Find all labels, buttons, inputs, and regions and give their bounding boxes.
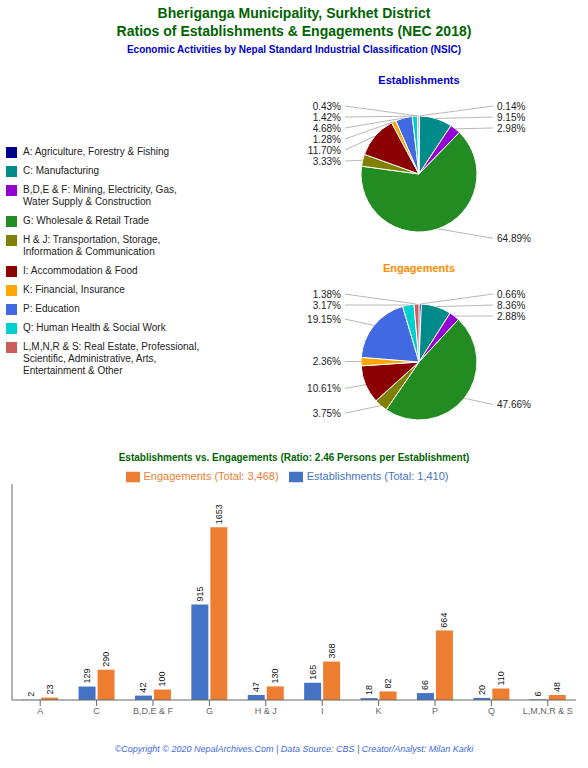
svg-text:1.28%: 1.28%: [313, 134, 341, 145]
html-text:Bheriganga Municipality, Surkh: Bheriganga Municipality, Surkhet Distric…: [116, 5, 472, 39]
svg-text:2: 2: [26, 692, 36, 697]
svg-text:4.68%: 4.68%: [313, 123, 341, 134]
svg-text:2.88%: 2.88%: [497, 311, 525, 322]
svg-text:48: 48: [552, 682, 562, 692]
html-text:P: Education: P: Education: [23, 302, 80, 314]
svg-text:129: 129: [82, 668, 92, 683]
svg-text:368: 368: [327, 644, 337, 659]
svg-text:0.14%: 0.14%: [497, 101, 525, 112]
svg-text:3.17%: 3.17%: [313, 300, 341, 311]
svg-text:2.36%: 2.36%: [313, 356, 341, 367]
svg-text:47.66%: 47.66%: [497, 399, 531, 410]
svg-text:130: 130: [270, 668, 280, 683]
html-text:B,D,E & F: Mining, Electricity: B,D,E & F: Mining, Electricity, Gas, Wat…: [23, 183, 177, 207]
svg-text:1653: 1653: [214, 504, 224, 524]
svg-text:2.98%: 2.98%: [497, 123, 525, 134]
svg-text:18: 18: [364, 685, 374, 695]
svg-text:I: I: [321, 706, 324, 716]
svg-text:G: G: [206, 706, 213, 716]
svg-text:100: 100: [157, 672, 167, 687]
svg-text:1.42%: 1.42%: [313, 112, 341, 123]
svg-text:42: 42: [138, 683, 148, 693]
svg-text:19.15%: 19.15%: [307, 314, 341, 325]
svg-text:6: 6: [533, 691, 543, 696]
svg-text:A: A: [37, 706, 43, 716]
html-text:©Copyright © 2020 NepalArchive: ©Copyright © 2020 NepalArchives.Com | Da…: [114, 744, 474, 754]
svg-text:664: 664: [439, 613, 449, 628]
svg-text:1.38%: 1.38%: [313, 289, 341, 300]
svg-text:H & J: H & J: [255, 706, 277, 716]
html-text:Engagements: Engagements: [382, 262, 456, 274]
svg-text:9.15%: 9.15%: [497, 112, 525, 123]
svg-text:0.43%: 0.43%: [313, 101, 341, 112]
svg-text:3.75%: 3.75%: [313, 408, 341, 419]
svg-text:10.61%: 10.61%: [307, 383, 341, 394]
html-text:Q: Human Health & Social Work: Q: Human Health & Social Work: [23, 321, 166, 333]
svg-text:23: 23: [45, 685, 55, 695]
svg-text:C: C: [93, 706, 100, 716]
svg-text:165: 165: [308, 665, 318, 680]
svg-text:Q: Q: [488, 706, 495, 716]
html-text:Establishments: Establishments: [378, 74, 460, 86]
html-text:Engagements (Total: 3,468): Engagements (Total: 3,468): [143, 470, 279, 482]
svg-text:K: K: [376, 706, 382, 716]
svg-text:290: 290: [101, 652, 111, 667]
html-text:Economic Activities by Nepal S: Economic Activities by Nepal Standard In…: [126, 44, 462, 55]
svg-text:11.70%: 11.70%: [308, 145, 341, 156]
html-text:C: Manufacturing: C: Manufacturing: [23, 164, 100, 176]
svg-text:47: 47: [251, 682, 261, 692]
html-text:I: Accommodation & Food: I: Accommodation & Food: [23, 264, 138, 276]
html-text:K: Financial, Insurance: K: Financial, Insurance: [23, 283, 125, 295]
svg-text:64.89%: 64.89%: [497, 233, 531, 244]
svg-text:66: 66: [420, 680, 430, 690]
svg-text:L,M,N,R & S: L,M,N,R & S: [523, 706, 573, 716]
html-text:Establishments (Total: 1,410): Establishments (Total: 1,410): [306, 470, 449, 482]
svg-text:3.33%: 3.33%: [313, 156, 341, 167]
html-text:L,M,N,R & S: Real Estate, Prof: L,M,N,R & S: Real Estate, Professional, …: [23, 340, 200, 376]
svg-text:P: P: [432, 706, 438, 716]
svg-text:B,D,E & F: B,D,E & F: [133, 706, 174, 716]
svg-text:8.36%: 8.36%: [497, 300, 525, 311]
svg-text:0.66%: 0.66%: [497, 289, 525, 300]
html-text:A: Agriculture, Forestry & Fis: A: Agriculture, Forestry & Fishing: [23, 145, 170, 157]
html-text:H & J: Transportation, Storage: H & J: Transportation, Storage, Informat…: [23, 233, 161, 257]
html-text:Establishments vs. Engagements: Establishments vs. Engagements (Ratio: 2…: [118, 452, 470, 463]
svg-text:82: 82: [383, 678, 393, 688]
svg-text:915: 915: [195, 586, 205, 601]
html-text:G: Wholesale & Retail Trade: G: Wholesale & Retail Trade: [23, 214, 150, 226]
svg-text:20: 20: [477, 685, 487, 695]
svg-text:110: 110: [496, 671, 506, 685]
